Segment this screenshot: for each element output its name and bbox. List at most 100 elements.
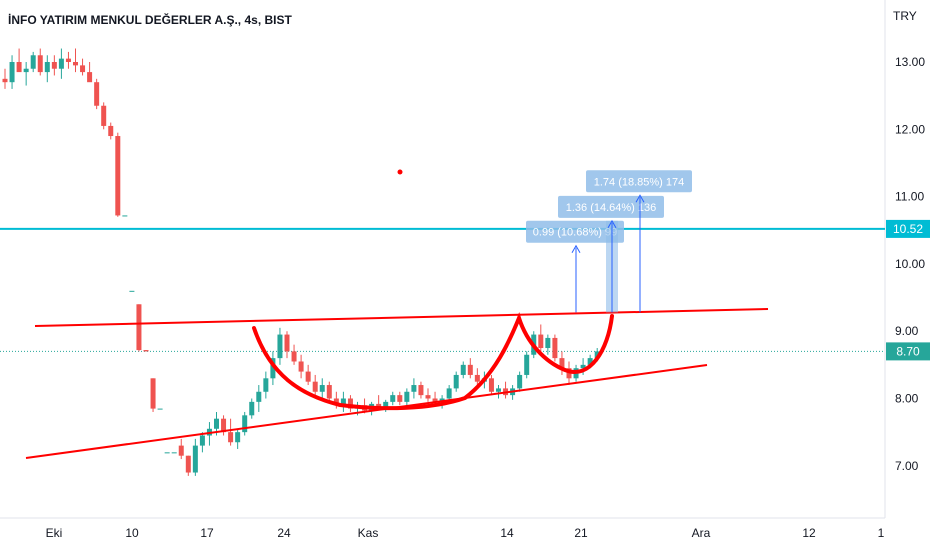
candle bbox=[37, 55, 43, 73]
candle bbox=[256, 391, 262, 402]
candle bbox=[44, 62, 50, 73]
candle bbox=[16, 62, 22, 73]
y-tick-label: 11.00 bbox=[895, 190, 924, 204]
candle bbox=[425, 395, 431, 399]
candle bbox=[23, 68, 29, 73]
resistance-trendline[interactable] bbox=[34, 308, 769, 327]
candle bbox=[2, 78, 8, 83]
candle bbox=[397, 395, 403, 402]
candle bbox=[228, 432, 234, 443]
measure-label-box-2[interactable] bbox=[558, 195, 664, 218]
candle bbox=[185, 455, 191, 473]
measure-arrowhead-1 bbox=[571, 244, 581, 253]
candle bbox=[587, 358, 593, 365]
candle bbox=[418, 385, 424, 396]
candle bbox=[214, 418, 219, 429]
candle bbox=[580, 364, 586, 369]
candle bbox=[298, 361, 304, 372]
support-trendline[interactable] bbox=[25, 364, 708, 459]
x-tick-label: Kas bbox=[358, 526, 379, 540]
x-tick-label: 14 bbox=[500, 526, 514, 540]
y-tick-label: 10.00 bbox=[895, 257, 925, 271]
currency-label: TRY bbox=[893, 9, 917, 23]
candle bbox=[474, 374, 480, 382]
measure-arrowhead-2 bbox=[607, 219, 617, 229]
candle bbox=[496, 388, 501, 392]
candle bbox=[284, 334, 290, 352]
drawings[interactable] bbox=[25, 169, 769, 459]
candle bbox=[164, 452, 170, 454]
candle bbox=[305, 371, 311, 382]
candle bbox=[488, 378, 494, 392]
measure-label-box-3[interactable] bbox=[586, 170, 692, 193]
candle bbox=[94, 82, 100, 106]
candle bbox=[192, 445, 198, 473]
candle bbox=[143, 350, 149, 352]
candle bbox=[80, 65, 86, 73]
candle bbox=[199, 435, 205, 446]
candle bbox=[58, 58, 64, 69]
last-badge-bg bbox=[886, 342, 930, 361]
x-tick-label: 24 bbox=[277, 526, 291, 540]
candle bbox=[333, 398, 339, 406]
candle bbox=[594, 351, 600, 359]
x-tick-label: 12 bbox=[802, 526, 816, 540]
y-tick-label: 8.00 bbox=[895, 392, 919, 406]
marker-dot bbox=[397, 169, 403, 175]
last-price-label: 8.70 bbox=[896, 344, 920, 358]
candle bbox=[319, 385, 325, 392]
y-tick-label: 7.00 bbox=[895, 459, 919, 473]
x-tick-label: 17 bbox=[200, 526, 214, 540]
candle bbox=[376, 403, 382, 407]
candle bbox=[235, 432, 241, 443]
candle bbox=[467, 364, 473, 375]
last-price-badge: 8.70 bbox=[886, 342, 930, 361]
candle bbox=[150, 378, 156, 409]
measure-label-3: 1.74 (18.85%) 174 bbox=[594, 176, 685, 188]
candle bbox=[326, 385, 332, 399]
candle bbox=[270, 358, 276, 379]
candle bbox=[101, 105, 107, 126]
candle bbox=[30, 55, 36, 69]
candlestick-series bbox=[2, 48, 600, 476]
candle bbox=[524, 354, 530, 375]
candle bbox=[178, 445, 184, 456]
y-tick-label: 9.00 bbox=[895, 324, 919, 338]
candle bbox=[87, 72, 93, 83]
measure-label-2: 1.36 (14.64%) 136 bbox=[566, 202, 657, 214]
cup-and-handle-pattern[interactable] bbox=[252, 312, 614, 411]
level-badge-bg bbox=[886, 219, 930, 238]
measure-label-1: 0.99 (10.68%) 99 bbox=[533, 227, 617, 239]
price-range-measurements[interactable]: 0.99 (10.68%) 99 1.36 (14.64%) 136 1.74 … bbox=[526, 170, 692, 313]
candle bbox=[51, 62, 57, 69]
level-price-badge: 10.52 bbox=[886, 219, 930, 238]
candle bbox=[73, 62, 78, 66]
measure-label-box-1[interactable] bbox=[526, 220, 624, 243]
y-tick-label: 12.00 bbox=[895, 122, 925, 136]
candle bbox=[559, 358, 565, 369]
candle bbox=[453, 374, 459, 389]
candle bbox=[115, 136, 121, 216]
candle bbox=[446, 388, 452, 399]
level-price-label: 10.52 bbox=[893, 222, 923, 236]
candle bbox=[108, 125, 114, 137]
candle bbox=[249, 401, 255, 416]
candle bbox=[312, 381, 318, 392]
y-axis: 13.00 12.00 11.00 10.00 9.00 8.00 7.00 bbox=[895, 55, 925, 473]
candle bbox=[347, 398, 353, 409]
candle bbox=[122, 215, 128, 217]
candle bbox=[404, 391, 410, 402]
chart-title: İNFO YATIRIM MENKUL DEĞERLER A.Ş., 4s, B… bbox=[8, 12, 292, 27]
candle bbox=[9, 62, 15, 83]
candle bbox=[383, 401, 389, 407]
candle bbox=[340, 398, 346, 406]
x-tick-label: Ara bbox=[692, 526, 711, 540]
candle bbox=[65, 58, 71, 62]
candle bbox=[545, 337, 551, 349]
candle bbox=[291, 351, 297, 362]
candle bbox=[390, 395, 396, 402]
candle bbox=[460, 364, 466, 375]
candle bbox=[242, 415, 248, 433]
x-tick-label: Eki bbox=[46, 526, 63, 540]
